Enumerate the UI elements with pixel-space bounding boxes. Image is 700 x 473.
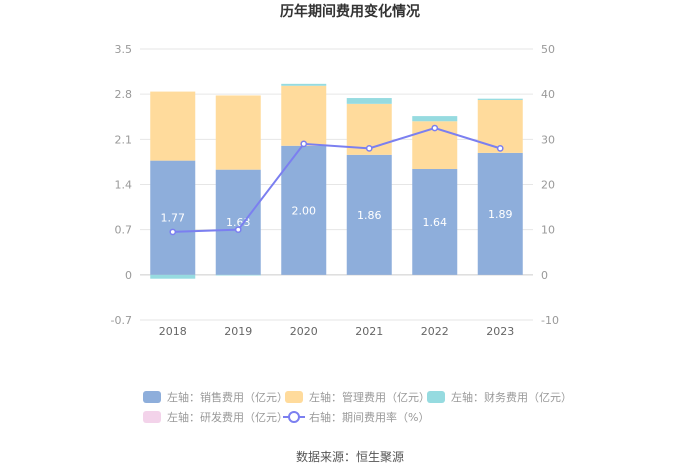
x-tick-label: 2021	[355, 325, 383, 338]
rate-line	[172, 126, 501, 233]
bar-segment	[215, 274, 261, 276]
legend[interactable]: 左轴：销售费用（亿元） 左轴：管理费用（亿元） 左轴：财务费用（亿元） 左轴：研发费用…	[143, 390, 572, 424]
legend-label: 左轴：财务费用（亿元）	[451, 390, 572, 404]
bar-data-label: 1.64	[423, 216, 448, 229]
bar-segment	[150, 91, 196, 161]
bar-data-label: 1.86	[357, 209, 382, 222]
bar-segment	[346, 98, 392, 104]
bar-data-label: 1.63	[226, 216, 251, 229]
legend-swatch	[143, 411, 161, 423]
bar-segment	[150, 160, 196, 275]
left-tick-label: 3.5	[115, 43, 133, 56]
gridlines	[140, 48, 533, 321]
legend-label: 左轴：研发费用（亿元）	[167, 410, 288, 424]
bar-segment	[477, 152, 523, 275]
bar-labels: 1.77 1.63 2.00 1.86 1.64 1.89	[161, 204, 513, 229]
rate-point	[169, 228, 177, 236]
right-axis-ticks: -10 0 10 20 30 40 50	[541, 43, 559, 327]
bar-segment	[215, 169, 261, 275]
x-tick-label: 2019	[224, 325, 252, 338]
bar-segment	[281, 145, 327, 275]
left-tick-label: 1.4	[115, 179, 133, 192]
rate-point	[234, 226, 242, 234]
x-tick-label: 2018	[159, 325, 187, 338]
legend-label: 右轴：期间费用率（%）	[309, 410, 429, 424]
rate-point	[300, 140, 308, 148]
legend-item[interactable]: 右轴：期间费用率（%）	[283, 410, 429, 424]
left-tick-label: 2.1	[115, 133, 133, 146]
left-tick-label: 0	[125, 269, 132, 282]
left-tick-label: -0.7	[111, 314, 132, 327]
bar-data-label: 2.00	[292, 204, 317, 217]
rate-point	[431, 124, 439, 132]
bars	[150, 83, 523, 279]
legend-item[interactable]: 左轴：管理费用（亿元）	[285, 390, 430, 404]
right-tick-label: 40	[541, 88, 555, 101]
legend-label: 左轴：销售费用（亿元）	[167, 390, 288, 404]
legend-swatch	[285, 391, 303, 403]
bar-segment	[346, 154, 392, 275]
right-tick-label: 0	[541, 269, 548, 282]
x-tick-label: 2023	[486, 325, 514, 338]
legend-line-marker	[288, 411, 300, 423]
legend-swatch	[427, 391, 445, 403]
left-tick-label: 0.7	[115, 224, 133, 237]
bar-segment	[150, 274, 196, 279]
x-axis-ticks: 2018 2019 2020 2021 2022 2023	[159, 325, 515, 338]
x-tick-label: 2022	[421, 325, 449, 338]
legend-item[interactable]: 左轴：研发费用（亿元）	[143, 410, 288, 424]
left-axis-ticks: -0.7 0 0.7 1.4 2.1 2.8 3.5	[111, 43, 132, 327]
chart-title: 历年期间费用变化情况	[280, 3, 420, 20]
bar-segment	[215, 95, 261, 170]
bar-segment	[477, 99, 523, 153]
right-tick-label: 10	[541, 224, 555, 237]
left-tick-label: 2.8	[115, 88, 133, 101]
legend-item[interactable]: 左轴：销售费用（亿元）	[143, 390, 288, 404]
expense-rate-line	[169, 124, 504, 236]
rate-point	[496, 145, 504, 152]
rate-point	[365, 145, 373, 152]
bar-segment	[412, 116, 458, 122]
source-note: 数据来源：恒生聚源	[296, 449, 404, 464]
right-tick-label: -10	[541, 314, 559, 327]
x-tick-label: 2020	[290, 325, 318, 338]
right-tick-label: 20	[541, 179, 555, 192]
right-tick-label: 30	[541, 133, 555, 146]
bar-segment	[412, 169, 458, 275]
bar-segment	[281, 85, 327, 146]
legend-item[interactable]: 左轴：财务费用（亿元）	[427, 390, 572, 404]
legend-label: 左轴：管理费用（亿元）	[309, 390, 430, 404]
bar-segment	[477, 98, 523, 100]
legend-swatch	[143, 391, 161, 403]
bar-segment	[281, 83, 327, 86]
bar-data-label: 1.89	[488, 208, 513, 221]
right-tick-label: 50	[541, 43, 555, 56]
bar-data-label: 1.77	[161, 212, 186, 225]
